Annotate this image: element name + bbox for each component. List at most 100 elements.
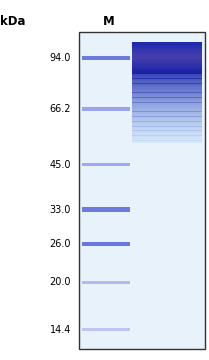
Bar xyxy=(132,108,202,109)
Bar xyxy=(132,52,202,53)
Bar xyxy=(132,111,202,113)
Bar xyxy=(132,140,202,142)
Bar xyxy=(132,54,202,55)
Bar xyxy=(132,135,202,137)
Bar xyxy=(132,60,202,62)
Bar xyxy=(132,116,202,118)
Bar xyxy=(82,56,130,60)
Bar xyxy=(132,128,202,129)
Bar xyxy=(82,207,130,212)
Bar xyxy=(132,114,202,115)
Bar xyxy=(132,96,202,98)
Bar xyxy=(132,45,202,47)
Bar xyxy=(132,113,202,114)
Bar xyxy=(132,109,202,110)
Bar xyxy=(132,48,202,49)
Bar xyxy=(132,115,202,117)
Bar xyxy=(132,68,202,69)
Bar xyxy=(132,71,202,72)
Bar xyxy=(132,55,202,57)
Bar xyxy=(132,121,202,123)
Bar xyxy=(132,99,202,100)
Bar xyxy=(132,76,202,77)
Bar xyxy=(132,100,202,102)
Bar xyxy=(132,50,202,52)
Bar xyxy=(132,129,202,131)
Bar xyxy=(132,59,202,61)
Bar xyxy=(132,81,202,82)
Bar xyxy=(132,44,202,46)
Bar xyxy=(132,50,202,51)
Bar xyxy=(132,133,202,134)
Bar xyxy=(132,57,202,58)
Bar xyxy=(132,42,202,43)
Bar xyxy=(132,92,202,94)
Bar xyxy=(132,77,202,78)
Bar xyxy=(82,107,130,111)
Bar xyxy=(132,87,202,89)
Bar xyxy=(132,124,202,126)
Bar xyxy=(132,52,202,53)
Bar xyxy=(132,142,202,143)
Bar xyxy=(132,82,202,84)
Bar xyxy=(132,49,202,51)
Text: 20.0: 20.0 xyxy=(50,277,71,287)
Bar xyxy=(132,51,202,52)
Bar xyxy=(132,43,202,44)
Bar xyxy=(132,90,202,91)
Bar xyxy=(132,138,202,139)
Bar xyxy=(132,54,202,56)
Bar xyxy=(132,43,202,44)
Bar xyxy=(132,72,202,73)
Bar xyxy=(132,89,202,90)
Bar xyxy=(132,64,202,66)
Text: 33.0: 33.0 xyxy=(50,204,71,215)
Bar xyxy=(132,137,202,138)
Bar xyxy=(82,328,130,331)
Bar xyxy=(132,104,202,105)
Bar xyxy=(132,78,202,80)
Bar xyxy=(132,71,202,72)
Bar xyxy=(132,131,202,133)
Text: 66.2: 66.2 xyxy=(50,104,71,114)
Bar xyxy=(132,103,202,104)
Text: 94.0: 94.0 xyxy=(50,53,71,63)
Bar xyxy=(132,60,202,62)
Bar xyxy=(132,69,202,71)
Bar xyxy=(132,53,202,54)
Bar xyxy=(132,58,202,60)
Bar xyxy=(132,101,202,103)
Text: M: M xyxy=(103,15,115,28)
Bar xyxy=(132,123,202,124)
Bar xyxy=(132,85,202,86)
Bar xyxy=(132,44,202,45)
Bar xyxy=(132,80,202,81)
Bar xyxy=(132,67,202,68)
Bar xyxy=(132,57,202,59)
Bar xyxy=(132,118,202,119)
Text: 26.0: 26.0 xyxy=(50,239,71,249)
Bar xyxy=(132,119,202,120)
Bar xyxy=(132,73,202,75)
Bar xyxy=(132,125,202,127)
Bar xyxy=(82,163,130,166)
Bar xyxy=(132,72,202,73)
Bar xyxy=(132,105,202,107)
Bar xyxy=(132,49,202,50)
Bar xyxy=(79,32,205,349)
Bar xyxy=(132,86,202,87)
Bar xyxy=(132,63,202,65)
Bar xyxy=(132,67,202,68)
Bar xyxy=(132,75,202,76)
Bar xyxy=(132,126,202,128)
Bar xyxy=(132,70,202,71)
Bar xyxy=(132,130,202,132)
Bar xyxy=(132,47,202,48)
Text: 14.4: 14.4 xyxy=(50,325,71,335)
Bar xyxy=(132,62,202,64)
Bar xyxy=(132,134,202,136)
Bar xyxy=(132,95,202,96)
Bar xyxy=(132,48,202,49)
Bar xyxy=(132,47,202,48)
Bar xyxy=(132,97,202,99)
